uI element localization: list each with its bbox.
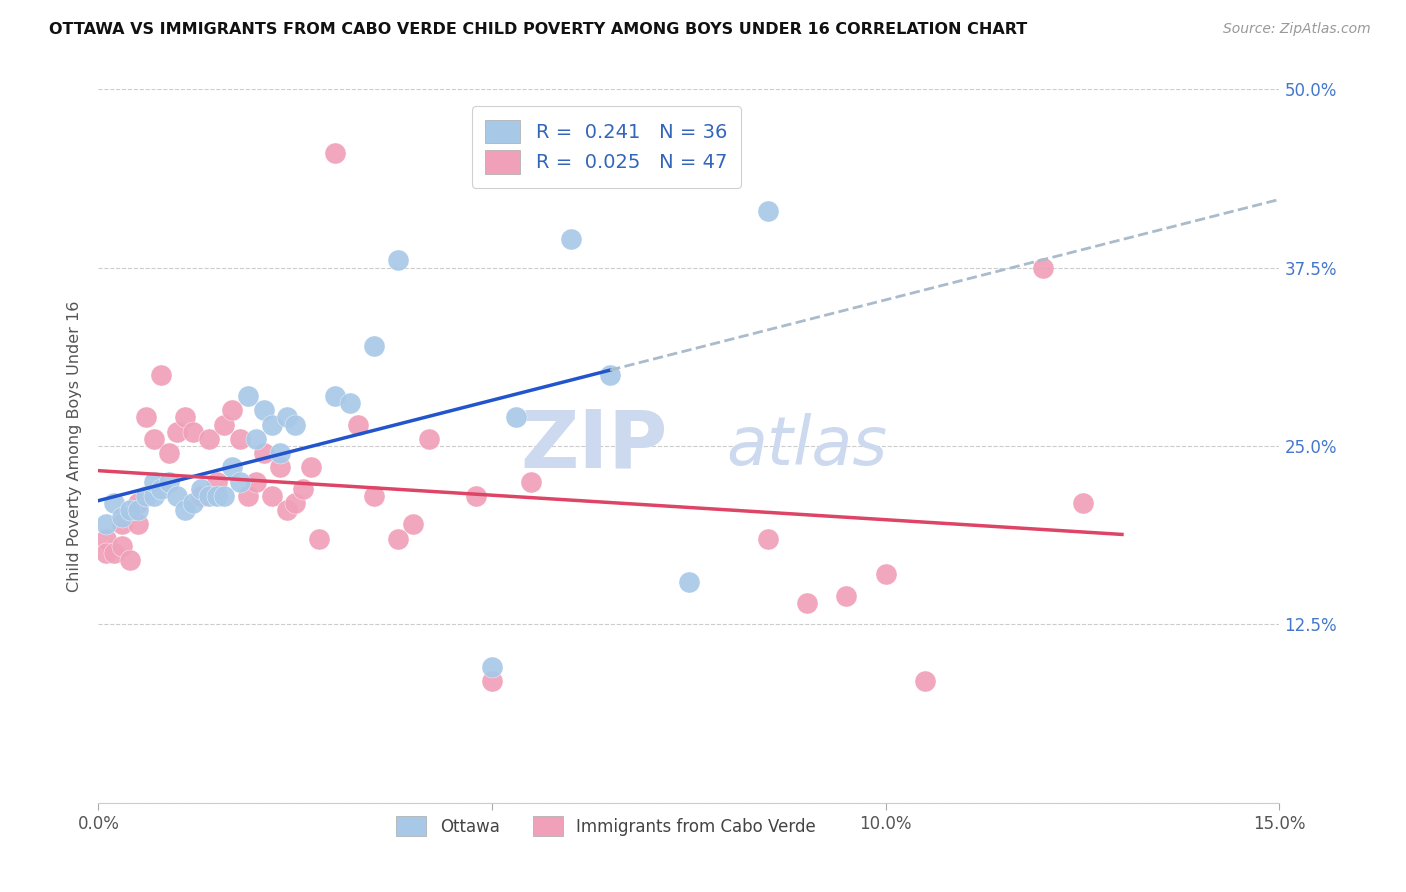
Point [150,482,173,496]
Point [323,389,346,403]
Point [253,446,276,460]
Point [1071,496,1094,510]
Point [347,417,370,432]
Point [363,339,385,353]
Point [111,517,134,532]
Point [190,489,212,503]
Y-axis label: Child Poverty Among Boys Under 16: Child Poverty Among Boys Under 16 [67,301,83,591]
Point [174,503,197,517]
Point [387,532,409,546]
Point [481,660,503,674]
Point [103,496,125,510]
Point [127,496,149,510]
Point [166,489,188,503]
Point [236,389,259,403]
Point [245,475,267,489]
Point [599,368,621,382]
Point [236,489,259,503]
Point [127,517,149,532]
Point [914,674,936,689]
Point [678,574,700,589]
Point [505,410,527,425]
Point [229,432,252,446]
Point [560,232,582,246]
Point [181,425,204,439]
Legend: Ottawa, Immigrants from Cabo Verde: Ottawa, Immigrants from Cabo Verde [385,805,828,848]
Point [387,253,409,268]
Point [260,489,283,503]
Point [142,432,165,446]
Text: atlas: atlas [727,413,887,479]
Point [299,460,322,475]
Point [756,203,779,218]
Point [276,503,298,517]
Point [1032,260,1054,275]
Point [190,482,212,496]
Point [221,403,243,417]
Point [481,674,503,689]
Point [214,489,236,503]
Point [135,489,157,503]
Point [205,475,228,489]
Point [205,489,228,503]
Point [756,532,779,546]
Point [118,553,141,567]
Point [418,432,440,446]
Point [229,475,252,489]
Point [181,496,204,510]
Point [221,460,243,475]
Point [260,417,283,432]
Point [402,517,425,532]
Point [292,482,315,496]
Point [465,489,488,503]
Point [96,517,118,532]
Point [111,510,134,524]
Point [308,532,330,546]
Point [142,489,165,503]
Point [284,417,307,432]
Point [276,410,298,425]
Point [269,446,291,460]
Text: Source: ZipAtlas.com: Source: ZipAtlas.com [1223,22,1371,37]
Point [150,368,173,382]
Text: OTTAWA VS IMMIGRANTS FROM CABO VERDE CHILD POVERTY AMONG BOYS UNDER 16 CORRELATI: OTTAWA VS IMMIGRANTS FROM CABO VERDE CHI… [49,22,1028,37]
Point [127,503,149,517]
Point [197,432,219,446]
Point [323,146,346,161]
Point [197,489,219,503]
Point [245,432,267,446]
Text: ZIP: ZIP [520,407,668,485]
Point [96,546,118,560]
Point [166,425,188,439]
Point [111,539,134,553]
Point [284,496,307,510]
Point [118,503,141,517]
Point [174,410,197,425]
Point [96,532,118,546]
Point [214,417,236,432]
Point [103,546,125,560]
Point [269,460,291,475]
Point [135,410,157,425]
Point [157,446,180,460]
Point [363,489,385,503]
Point [157,475,180,489]
Point [835,589,858,603]
Point [253,403,276,417]
Point [796,596,818,610]
Point [875,567,897,582]
Point [520,475,543,489]
Point [142,475,165,489]
Point [339,396,361,410]
